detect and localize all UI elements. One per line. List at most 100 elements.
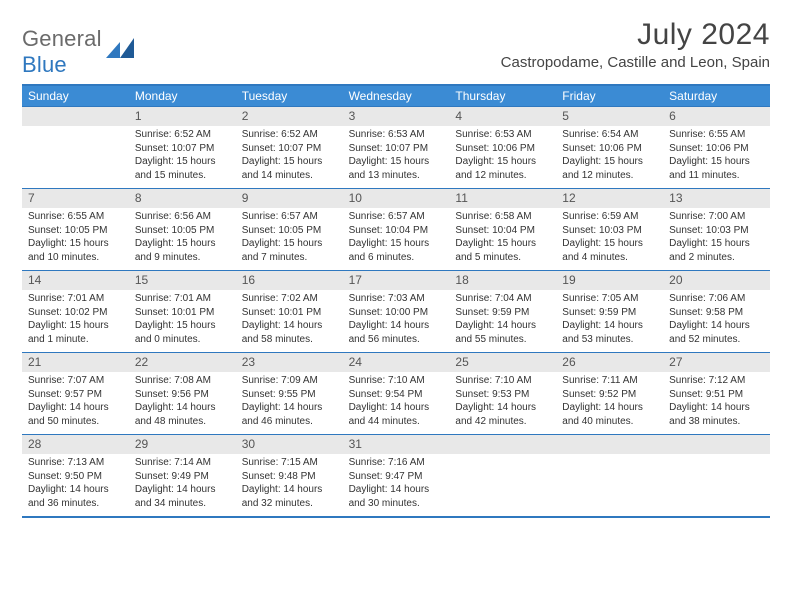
daylight-text-1: Daylight: 14 hours: [135, 483, 232, 497]
daylight-text-2: and 4 minutes.: [562, 251, 659, 265]
daylight-text-1: Daylight: 15 hours: [28, 237, 125, 251]
cells-row: Sunrise: 6:52 AMSunset: 10:07 PMDaylight…: [22, 126, 770, 188]
day-number: 22: [129, 353, 236, 372]
day-number: 17: [343, 271, 450, 290]
daylight-text-2: and 40 minutes.: [562, 415, 659, 429]
brand-text: General Blue: [22, 26, 102, 78]
daylight-text-1: Daylight: 14 hours: [669, 401, 766, 415]
daylight-text-1: Daylight: 15 hours: [669, 155, 766, 169]
daylight-text-2: and 2 minutes.: [669, 251, 766, 265]
day-header: Friday: [556, 86, 663, 106]
daylight-text-1: Daylight: 14 hours: [242, 401, 339, 415]
day-cell: Sunrise: 6:56 AMSunset: 10:05 PMDaylight…: [129, 208, 236, 270]
day-number: 20: [663, 271, 770, 290]
day-number: 3: [343, 107, 450, 126]
sunset-text: Sunset: 10:03 PM: [669, 224, 766, 238]
sunset-text: Sunset: 9:48 PM: [242, 470, 339, 484]
daylight-text-2: and 38 minutes.: [669, 415, 766, 429]
daylight-text-2: and 9 minutes.: [135, 251, 232, 265]
daylight-text-2: and 52 minutes.: [669, 333, 766, 347]
sunset-text: Sunset: 9:58 PM: [669, 306, 766, 320]
sunset-text: Sunset: 9:59 PM: [562, 306, 659, 320]
day-number: 26: [556, 353, 663, 372]
daylight-text-1: Daylight: 15 hours: [135, 155, 232, 169]
day-number: 10: [343, 189, 450, 208]
daylight-text-2: and 0 minutes.: [135, 333, 232, 347]
day-number: 2: [236, 107, 343, 126]
daylight-text-1: Daylight: 14 hours: [455, 401, 552, 415]
daylight-text-2: and 58 minutes.: [242, 333, 339, 347]
daylight-text-2: and 42 minutes.: [455, 415, 552, 429]
daylight-text-1: Daylight: 14 hours: [349, 319, 446, 333]
sunrise-text: Sunrise: 6:52 AM: [135, 128, 232, 142]
day-cell: Sunrise: 7:06 AMSunset: 9:58 PMDaylight:…: [663, 290, 770, 352]
calendar-page: General Blue July 2024 Castropodame, Cas…: [0, 0, 792, 536]
daylight-text-1: Daylight: 14 hours: [562, 401, 659, 415]
day-number: [22, 107, 129, 126]
sunset-text: Sunset: 10:06 PM: [455, 142, 552, 156]
day-number: 8: [129, 189, 236, 208]
sunrise-text: Sunrise: 7:00 AM: [669, 210, 766, 224]
sunrise-text: Sunrise: 6:58 AM: [455, 210, 552, 224]
day-number: [449, 435, 556, 454]
cells-row: Sunrise: 7:13 AMSunset: 9:50 PM Daylight:…: [22, 454, 770, 516]
daylight-text-1: Daylight: 14 hours: [669, 319, 766, 333]
week-row: 78910111213Sunrise: 6:55 AMSunset: 10:05…: [22, 188, 770, 270]
sunrise-text: Sunrise: 7:06 AM: [669, 292, 766, 306]
sunset-text: Sunset: 10:02 PM: [28, 306, 125, 320]
daylight-text-1: Daylight: 15 hours: [669, 237, 766, 251]
daynum-row: 123456: [22, 107, 770, 126]
sunrise-text: Sunrise: 7:10 AM: [455, 374, 552, 388]
daylight-text-2: and 14 minutes.: [242, 169, 339, 183]
sunset-text: Sunset: 10:01 PM: [242, 306, 339, 320]
cells-row: Sunrise: 7:07 AMSunset: 9:57 PMDaylight:…: [22, 372, 770, 434]
day-number: 24: [343, 353, 450, 372]
sunrise-text: Sunrise: 6:55 AM: [669, 128, 766, 142]
daylight-text-1: Daylight: 14 hours: [349, 401, 446, 415]
sunset-text: Sunset: 10:06 PM: [562, 142, 659, 156]
sunrise-text: Sunrise: 7:12 AM: [669, 374, 766, 388]
day-cell: Sunrise: 7:11 AMSunset: 9:52 PMDaylight:…: [556, 372, 663, 434]
day-cell: [663, 454, 770, 516]
day-number: 11: [449, 189, 556, 208]
daylight-text-2: and 30 minutes.: [349, 497, 446, 511]
daylight-text-2: and 55 minutes.: [455, 333, 552, 347]
sunset-text: Sunset: 9:50 PM: [28, 470, 125, 484]
daynum-row: 28293031: [22, 435, 770, 454]
day-cell: Sunrise: 7:12 AMSunset: 9:51 PMDaylight:…: [663, 372, 770, 434]
day-header-row: SundayMondayTuesdayWednesdayThursdayFrid…: [22, 86, 770, 106]
day-cell: Sunrise: 6:59 AMSunset: 10:03 PMDaylight…: [556, 208, 663, 270]
day-number: 29: [129, 435, 236, 454]
daylight-text-2: and 13 minutes.: [349, 169, 446, 183]
daylight-text-2: and 34 minutes.: [135, 497, 232, 511]
daylight-text-2: and 7 minutes.: [242, 251, 339, 265]
day-cell: Sunrise: 7:05 AMSunset: 9:59 PMDaylight:…: [556, 290, 663, 352]
daylight-text-1: Daylight: 14 hours: [562, 319, 659, 333]
sunrise-text: Sunrise: 6:53 AM: [349, 128, 446, 142]
daylight-text-2: and 46 minutes.: [242, 415, 339, 429]
sunrise-text: Sunrise: 6:55 AM: [28, 210, 125, 224]
sunset-text: Sunset: 10:04 PM: [455, 224, 552, 238]
week-row: 123456Sunrise: 6:52 AMSunset: 10:07 PMDa…: [22, 106, 770, 188]
sunset-text: Sunset: 9:55 PM: [242, 388, 339, 402]
day-number: 13: [663, 189, 770, 208]
day-cell: [22, 126, 129, 188]
daylight-text-1: Daylight: 15 hours: [242, 155, 339, 169]
day-cell: Sunrise: 7:01 AMSunset: 10:02 PMDaylight…: [22, 290, 129, 352]
day-cell: Sunrise: 7:02 AMSunset: 10:01 PMDaylight…: [236, 290, 343, 352]
daylight-text-2: and 12 minutes.: [562, 169, 659, 183]
day-number: 21: [22, 353, 129, 372]
day-number: 23: [236, 353, 343, 372]
day-cell: Sunrise: 7:09 AMSunset: 9:55 PMDaylight:…: [236, 372, 343, 434]
sunrise-text: Sunrise: 7:15 AM: [242, 456, 339, 470]
sunset-text: Sunset: 9:59 PM: [455, 306, 552, 320]
daylight-text-1: Daylight: 15 hours: [135, 237, 232, 251]
brand-logo: General Blue: [22, 26, 134, 78]
sunrise-text: Sunrise: 6:53 AM: [455, 128, 552, 142]
daylight-text-1: Daylight: 15 hours: [562, 155, 659, 169]
header: General Blue July 2024 Castropodame, Cas…: [22, 18, 770, 78]
sunrise-text: Sunrise: 7:13 AM: [28, 456, 125, 470]
day-header: Sunday: [22, 86, 129, 106]
sunrise-text: Sunrise: 6:57 AM: [349, 210, 446, 224]
sunrise-text: Sunrise: 7:05 AM: [562, 292, 659, 306]
